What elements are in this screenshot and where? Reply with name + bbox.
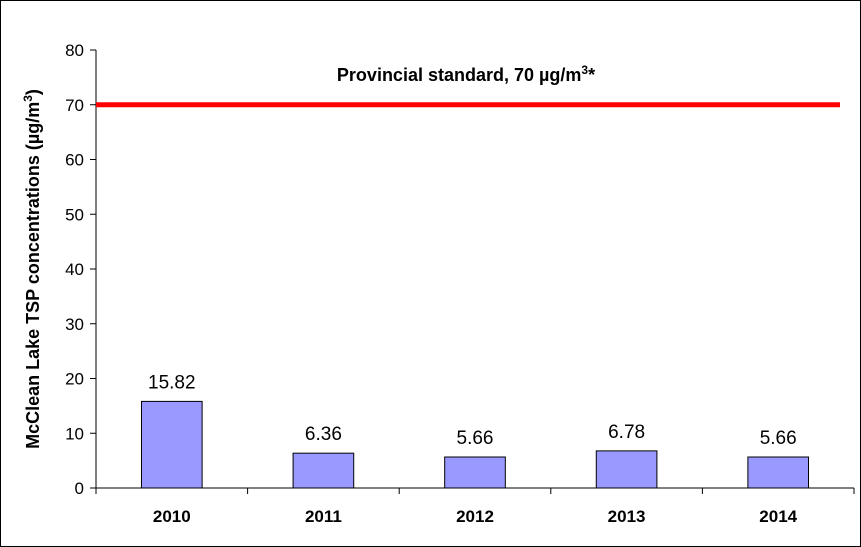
provincial-standard-label-sup: 3: [581, 63, 588, 77]
data-label-2014: 5.66: [760, 428, 797, 449]
bar-2013: [595, 450, 658, 489]
y-tick-label: 70: [65, 96, 84, 115]
data-label-2013: 6.78: [608, 422, 645, 443]
y-axis-title-end: ): [23, 89, 43, 95]
bar-2012: [444, 456, 506, 489]
data-label-2010: 15.82: [148, 372, 196, 393]
data-label-2011: 6.36: [305, 424, 342, 445]
y-tick-label: 0: [75, 479, 84, 498]
bar-2010: [140, 400, 203, 489]
x-tick-label-2012: 2012: [456, 507, 494, 526]
y-axis-ticks: 0 10 20 30 40 50 60 70 80: [65, 41, 96, 498]
provincial-standard-label: Provincial standard, 70 µg/m3*: [337, 63, 595, 85]
x-tick-label-2011: 2011: [305, 507, 342, 526]
y-axis-title: McClean Lake TSP concentrations (µg/m3): [21, 89, 43, 449]
y-axis-title-main: McClean Lake TSP concentrations (µg/m: [23, 102, 43, 449]
x-tick-label-2010: 2010: [153, 507, 191, 526]
bars: [140, 400, 810, 489]
y-tick-label: 10: [65, 424, 84, 443]
data-label-2012: 5.66: [457, 428, 494, 449]
y-tick-label: 50: [65, 205, 84, 224]
bar-2011: [292, 452, 355, 489]
y-tick-label: 80: [65, 41, 84, 60]
axes: [95, 50, 855, 494]
y-tick-label: 20: [65, 370, 84, 389]
x-tick-label-2013: 2013: [608, 507, 646, 526]
y-tick-label: 30: [65, 315, 84, 334]
reference-line-group: Provincial standard, 70 µg/m3*: [96, 63, 840, 108]
bar-2014: [747, 456, 810, 489]
y-axis-title-sup: 3: [21, 95, 35, 102]
x-tick-label-2014: 2014: [759, 507, 797, 526]
provincial-standard-label-main: Provincial standard, 70 µg/m: [337, 65, 581, 85]
y-axis-title-group: McClean Lake TSP concentrations (µg/m3): [21, 89, 43, 449]
provincial-standard-label-end: *: [588, 65, 595, 85]
y-tick-label: 40: [65, 260, 84, 279]
y-tick-label: 60: [65, 151, 84, 170]
x-axis-labels: 2010 2011 2012 2013 2014: [153, 507, 798, 526]
data-labels: 15.82 6.36 5.66 6.78 5.66: [148, 372, 797, 449]
